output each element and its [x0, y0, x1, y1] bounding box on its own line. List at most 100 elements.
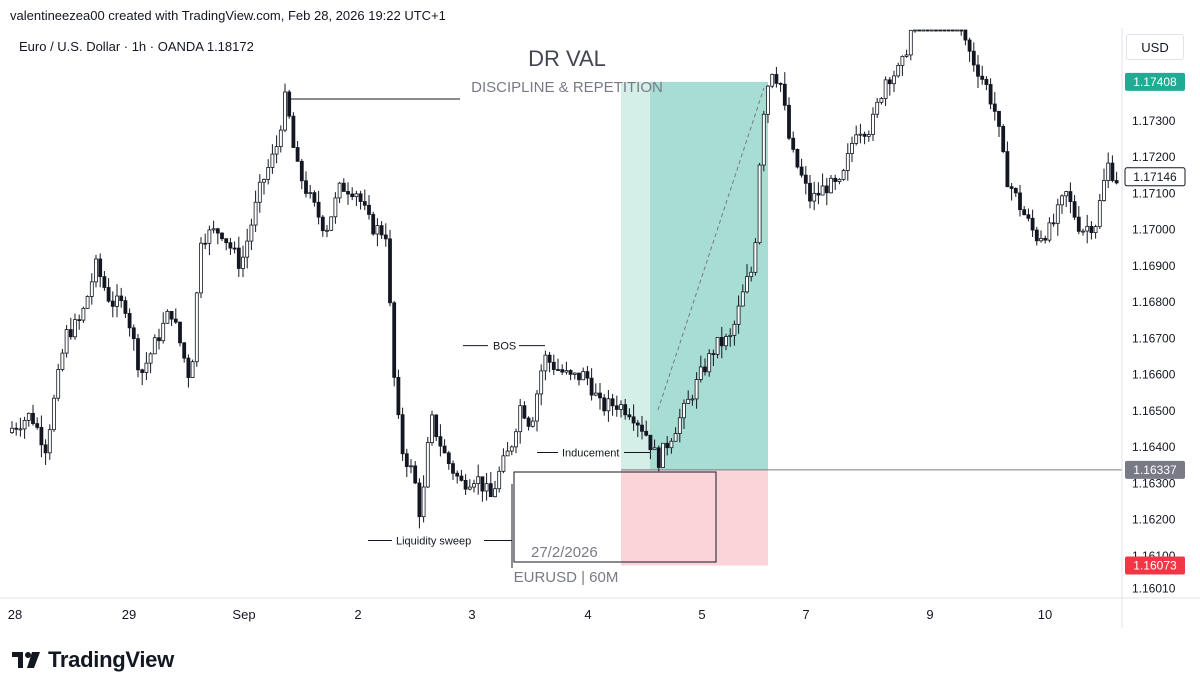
candle-body — [732, 323, 737, 336]
candle-body — [173, 318, 178, 323]
candle — [68, 317, 73, 340]
candle — [106, 278, 111, 303]
candle — [102, 271, 107, 291]
price-tick-label: 1.17100 — [1132, 186, 1176, 200]
candle-body — [140, 369, 145, 373]
candle-body — [724, 336, 728, 347]
candle-body — [707, 353, 712, 373]
candle-body — [1093, 226, 1098, 233]
candle-body — [917, 29, 922, 32]
candle — [64, 325, 69, 358]
candle-body — [329, 216, 334, 231]
candle-body — [539, 370, 544, 395]
candle — [270, 144, 275, 174]
candle — [514, 428, 518, 454]
candle — [753, 238, 758, 276]
price-tag-label: 1.17146 — [1133, 170, 1177, 184]
candle-body — [115, 295, 119, 307]
candle-body — [677, 417, 682, 434]
candle-body — [488, 483, 493, 498]
candle-body — [236, 247, 241, 269]
candle-body — [648, 434, 653, 451]
tradingview-brand[interactable]: TradingView — [12, 647, 174, 673]
candle — [992, 92, 997, 121]
candle-body — [417, 482, 422, 518]
candle — [442, 439, 447, 454]
candle — [488, 472, 493, 498]
candle-body — [136, 338, 140, 371]
candle — [417, 478, 422, 529]
currency-button[interactable]: USD — [1126, 34, 1184, 60]
candle — [409, 459, 413, 474]
candle — [1106, 152, 1111, 189]
candle — [446, 450, 451, 470]
candle — [480, 476, 485, 502]
candle — [329, 216, 334, 232]
candle-body — [182, 342, 187, 359]
candle — [1110, 155, 1115, 183]
candle — [375, 218, 380, 247]
symbol-legend[interactable]: Euro / U.S. Dollar · 1h · OANDA 1.18172 — [19, 39, 254, 54]
candle — [123, 296, 128, 318]
candle-body — [434, 414, 439, 438]
candle-body — [509, 446, 514, 452]
candle — [669, 438, 674, 454]
candle — [1102, 168, 1106, 202]
candle — [430, 410, 434, 446]
candle-body — [602, 397, 607, 412]
candle — [404, 448, 409, 478]
candle — [698, 355, 703, 383]
candle — [358, 190, 363, 210]
candle — [551, 354, 556, 376]
candle-body — [467, 486, 472, 490]
candle-body — [673, 433, 678, 442]
candle-body — [619, 404, 623, 410]
price-tag-box — [1125, 72, 1185, 91]
candle-body — [1018, 192, 1022, 211]
time-tick-label: 4 — [584, 607, 591, 622]
candle-body — [698, 366, 703, 380]
candle-body — [26, 412, 31, 421]
candle-body — [745, 276, 749, 293]
candle — [577, 372, 581, 386]
candle — [98, 253, 103, 288]
candle — [656, 445, 661, 472]
candle — [938, 29, 943, 32]
candle-body — [887, 79, 892, 85]
candle-body — [971, 50, 976, 66]
price-tick-label: 1.16010 — [1132, 581, 1176, 595]
price-tick-label: 1.16400 — [1132, 440, 1176, 454]
axes: 1.17300 1.17200 1.17100 1.17000 1.16900 1.168… — [0, 28, 1200, 628]
candle-body — [480, 476, 485, 492]
candle — [1018, 185, 1022, 217]
candle-body — [89, 281, 94, 297]
candle-body — [1072, 201, 1077, 218]
date-range-box — [513, 471, 717, 563]
candle — [1064, 190, 1069, 208]
candle — [1009, 183, 1014, 201]
candle-body — [31, 412, 35, 424]
candle — [1081, 228, 1085, 236]
candle — [1030, 209, 1035, 237]
candle — [845, 143, 850, 181]
candle — [892, 70, 896, 93]
candle — [236, 236, 241, 277]
candle — [875, 97, 880, 118]
candle — [988, 78, 993, 110]
bos-label: BOS — [493, 341, 516, 353]
candle — [997, 110, 1001, 137]
candle-body — [803, 174, 808, 184]
candle-body — [194, 292, 199, 363]
candle-body — [992, 103, 997, 112]
candle — [169, 311, 174, 326]
candle-body — [736, 305, 741, 325]
candle — [1034, 226, 1039, 246]
candle-body — [220, 232, 224, 240]
candle — [110, 291, 115, 318]
candle — [703, 358, 707, 376]
candle-body — [413, 465, 418, 484]
price-tick-label: 1.17300 — [1132, 114, 1176, 128]
candle — [1097, 194, 1102, 229]
candle-body — [614, 405, 619, 410]
